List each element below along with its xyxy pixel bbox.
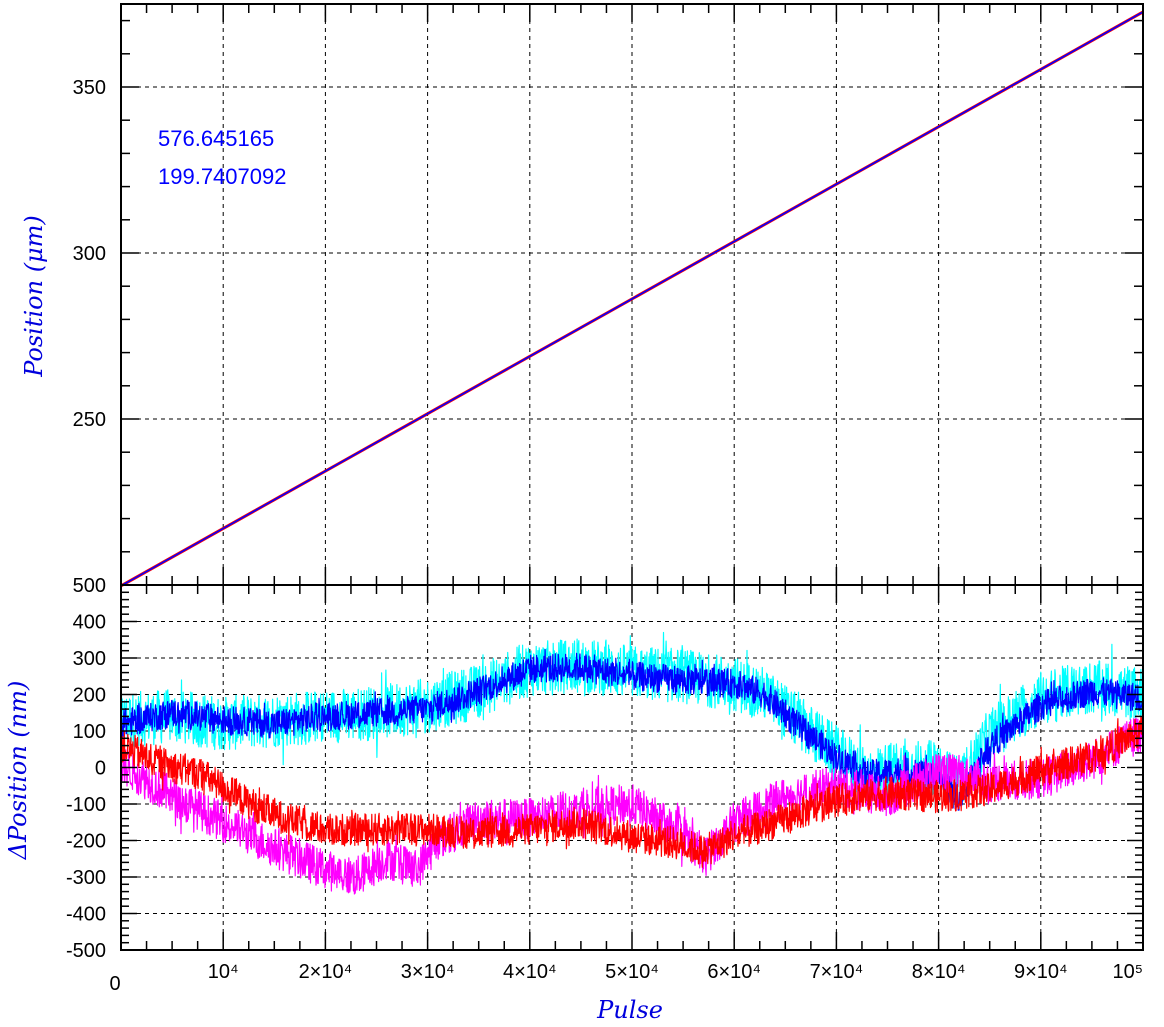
- top-panel: 250 300 350 576.645165 199.7407092 Positio…: [20, 3, 1144, 588]
- x-tick-label: 3×10⁴: [401, 961, 455, 983]
- x-tick-label: 8×10⁴: [912, 961, 966, 983]
- bottom-y-tick-label: 0: [95, 758, 106, 780]
- bottom-y-tick-label: -500: [66, 940, 106, 962]
- bottom-y-axis-title: ΔPosition (nm): [4, 681, 32, 861]
- top-y-tick-labels: 250 300 350: [73, 77, 106, 431]
- bottom-plot-frame: [120, 584, 1144, 951]
- top-series: [120, 10, 1144, 588]
- x-tick-label: 7×10⁴: [810, 961, 864, 983]
- bottom-y-tick-label: 400: [73, 612, 106, 634]
- bottom-series: [121, 631, 1143, 895]
- x-tick-label: 5×10⁴: [605, 961, 659, 983]
- annotation-intercept: 199.7407092: [158, 164, 286, 189]
- bottom-panel: -500 -400 -300 -200 -100 0 100 200 300 400 500 0 10…: [4, 575, 1144, 1024]
- top-series-line: [120, 11, 1144, 587]
- bottom-y-tick-label: -400: [66, 904, 106, 926]
- x-tick-label: 2×10⁴: [299, 961, 353, 983]
- top-grid: [121, 4, 1143, 585]
- top-y-tick-label: 350: [73, 77, 106, 99]
- x-tick-label: 9×10⁴: [1014, 961, 1068, 983]
- x-tick-label: 6×10⁴: [707, 961, 761, 983]
- top-y-axis-title: Position (μm): [20, 215, 48, 378]
- bottom-series-line: [121, 716, 1143, 868]
- bottom-y-tick-label: -300: [66, 867, 106, 889]
- x-tick-label: 10⁴: [208, 961, 239, 983]
- top-y-tick-label: 250: [73, 409, 106, 431]
- x-tick-labels: 0 10⁴ 2×10⁴ 3×10⁴ 4×10⁴ 5×10⁴ 6×10⁴ 7×10⁴ 8×10⁴ 9…: [109, 961, 1143, 995]
- x-tick-label: 10⁵: [1112, 961, 1143, 983]
- top-y-tick-label: 300: [73, 243, 106, 265]
- bottom-y-tick-label: 200: [73, 685, 106, 707]
- annotation-slope: 576.645165: [158, 126, 274, 151]
- bottom-series-line: [121, 711, 1143, 895]
- bottom-y-tick-label: 100: [73, 721, 106, 743]
- x-tick-label: 0: [109, 973, 120, 995]
- bottom-y-tick-label: 500: [73, 575, 106, 597]
- top-ticks: [120, 4, 1144, 586]
- bottom-grid: [121, 585, 1143, 950]
- bottom-y-tick-label: 300: [73, 648, 106, 670]
- bottom-y-tick-label: -100: [66, 794, 106, 816]
- x-tick-label: 4×10⁴: [503, 961, 557, 983]
- bottom-ticks: [120, 584, 1144, 951]
- bottom-y-tick-label: -200: [66, 831, 106, 853]
- bottom-y-tick-labels: -500 -400 -300 -200 -100 0 100 200 300 400 500: [66, 575, 106, 962]
- x-axis-title: Pulse: [596, 996, 663, 1024]
